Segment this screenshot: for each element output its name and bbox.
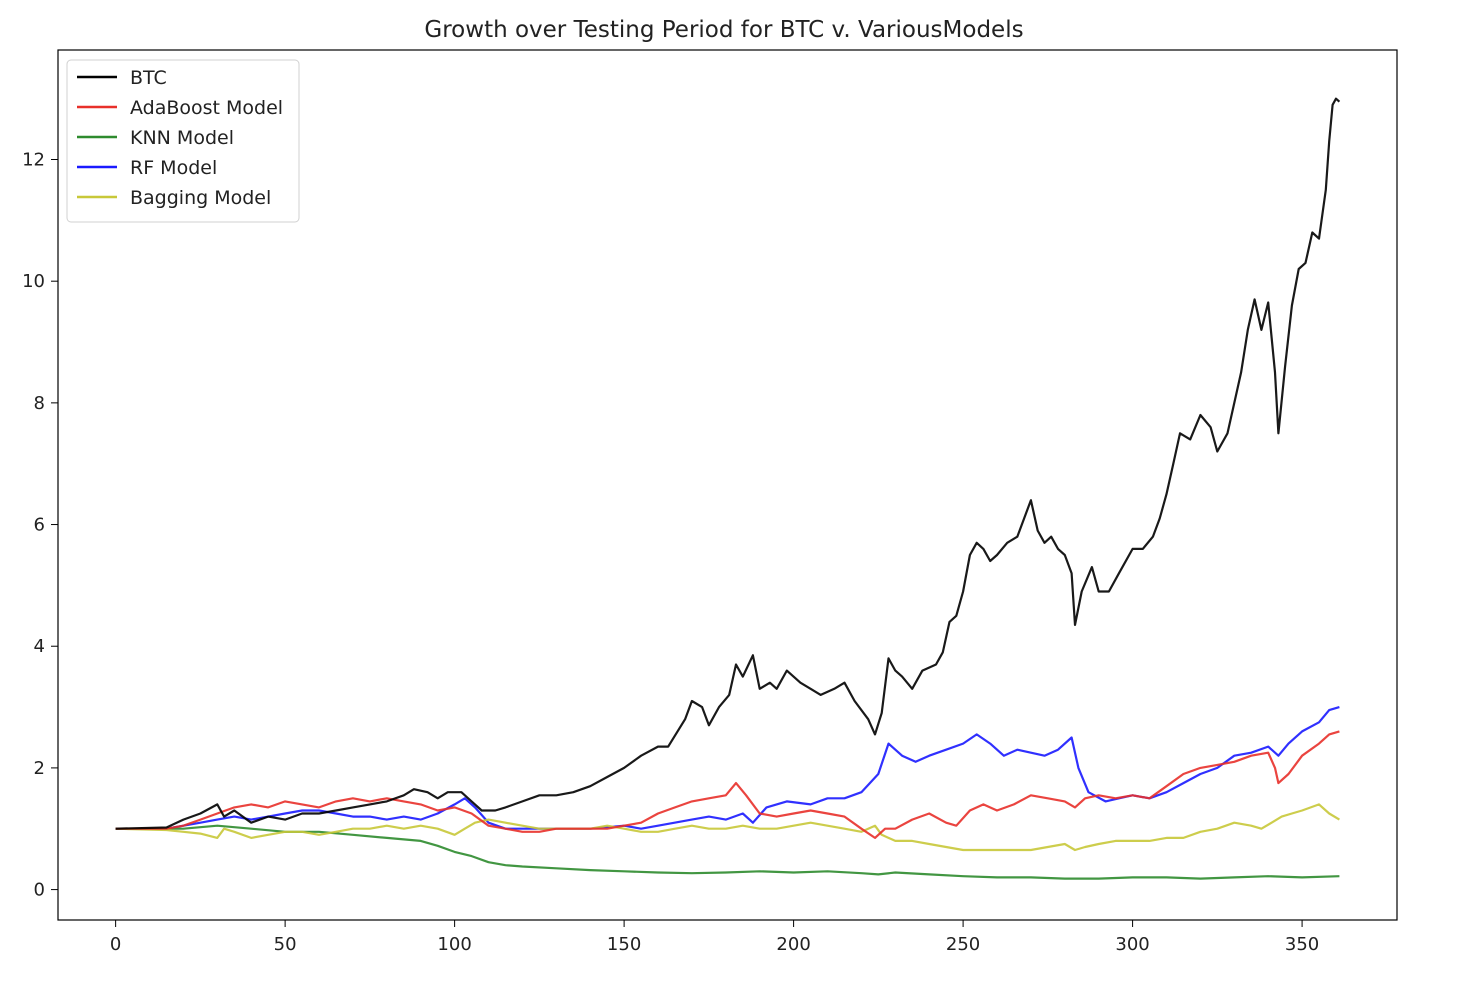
y-tick-label: 4	[34, 636, 45, 657]
x-tick-label: 200	[776, 934, 810, 955]
y-tick-label: 2	[34, 758, 45, 779]
y-tick-label: 0	[34, 880, 45, 901]
x-tick-label: 0	[110, 934, 121, 955]
series-line-knn-model	[115, 824, 1340, 880]
x-tick-label: 100	[437, 934, 471, 955]
plot-frame	[57, 49, 1398, 921]
legend-label: RF Model	[130, 157, 217, 179]
series-line-bagging-model	[115, 803, 1340, 852]
legend-box	[66, 59, 300, 223]
legend-label: BTC	[130, 67, 167, 89]
plot-area	[57, 49, 1398, 921]
chart-title: Growth over Testing Period for BTC v. Va…	[424, 17, 1023, 43]
legend-label: KNN Model	[130, 127, 234, 149]
x-tick-label: 250	[946, 934, 980, 955]
x-tick-label: 300	[1115, 934, 1149, 955]
y-tick-label: 8	[34, 393, 45, 414]
y-axis: 0 2 4 6 8 10 12	[22, 150, 58, 901]
y-tick-label: 10	[22, 271, 45, 292]
y-tick-label: 12	[22, 150, 45, 171]
series-layer	[115, 97, 1341, 880]
x-axis: 0 50 100 150 200 250 300 350	[110, 920, 1319, 955]
y-tick-label: 6	[34, 515, 45, 536]
x-tick-label: 50	[274, 934, 297, 955]
legend: BTC AdaBoost Model KNN Model RF Model Baggin…	[66, 59, 300, 223]
legend-label: AdaBoost Model	[130, 97, 283, 119]
series-line-rf-model	[115, 706, 1340, 830]
x-tick-label: 350	[1285, 934, 1319, 955]
legend-label: Bagging Model	[130, 187, 271, 209]
x-tick-label: 150	[607, 934, 641, 955]
series-line-btc	[115, 97, 1341, 830]
series-line-adaboost-model	[115, 730, 1340, 839]
